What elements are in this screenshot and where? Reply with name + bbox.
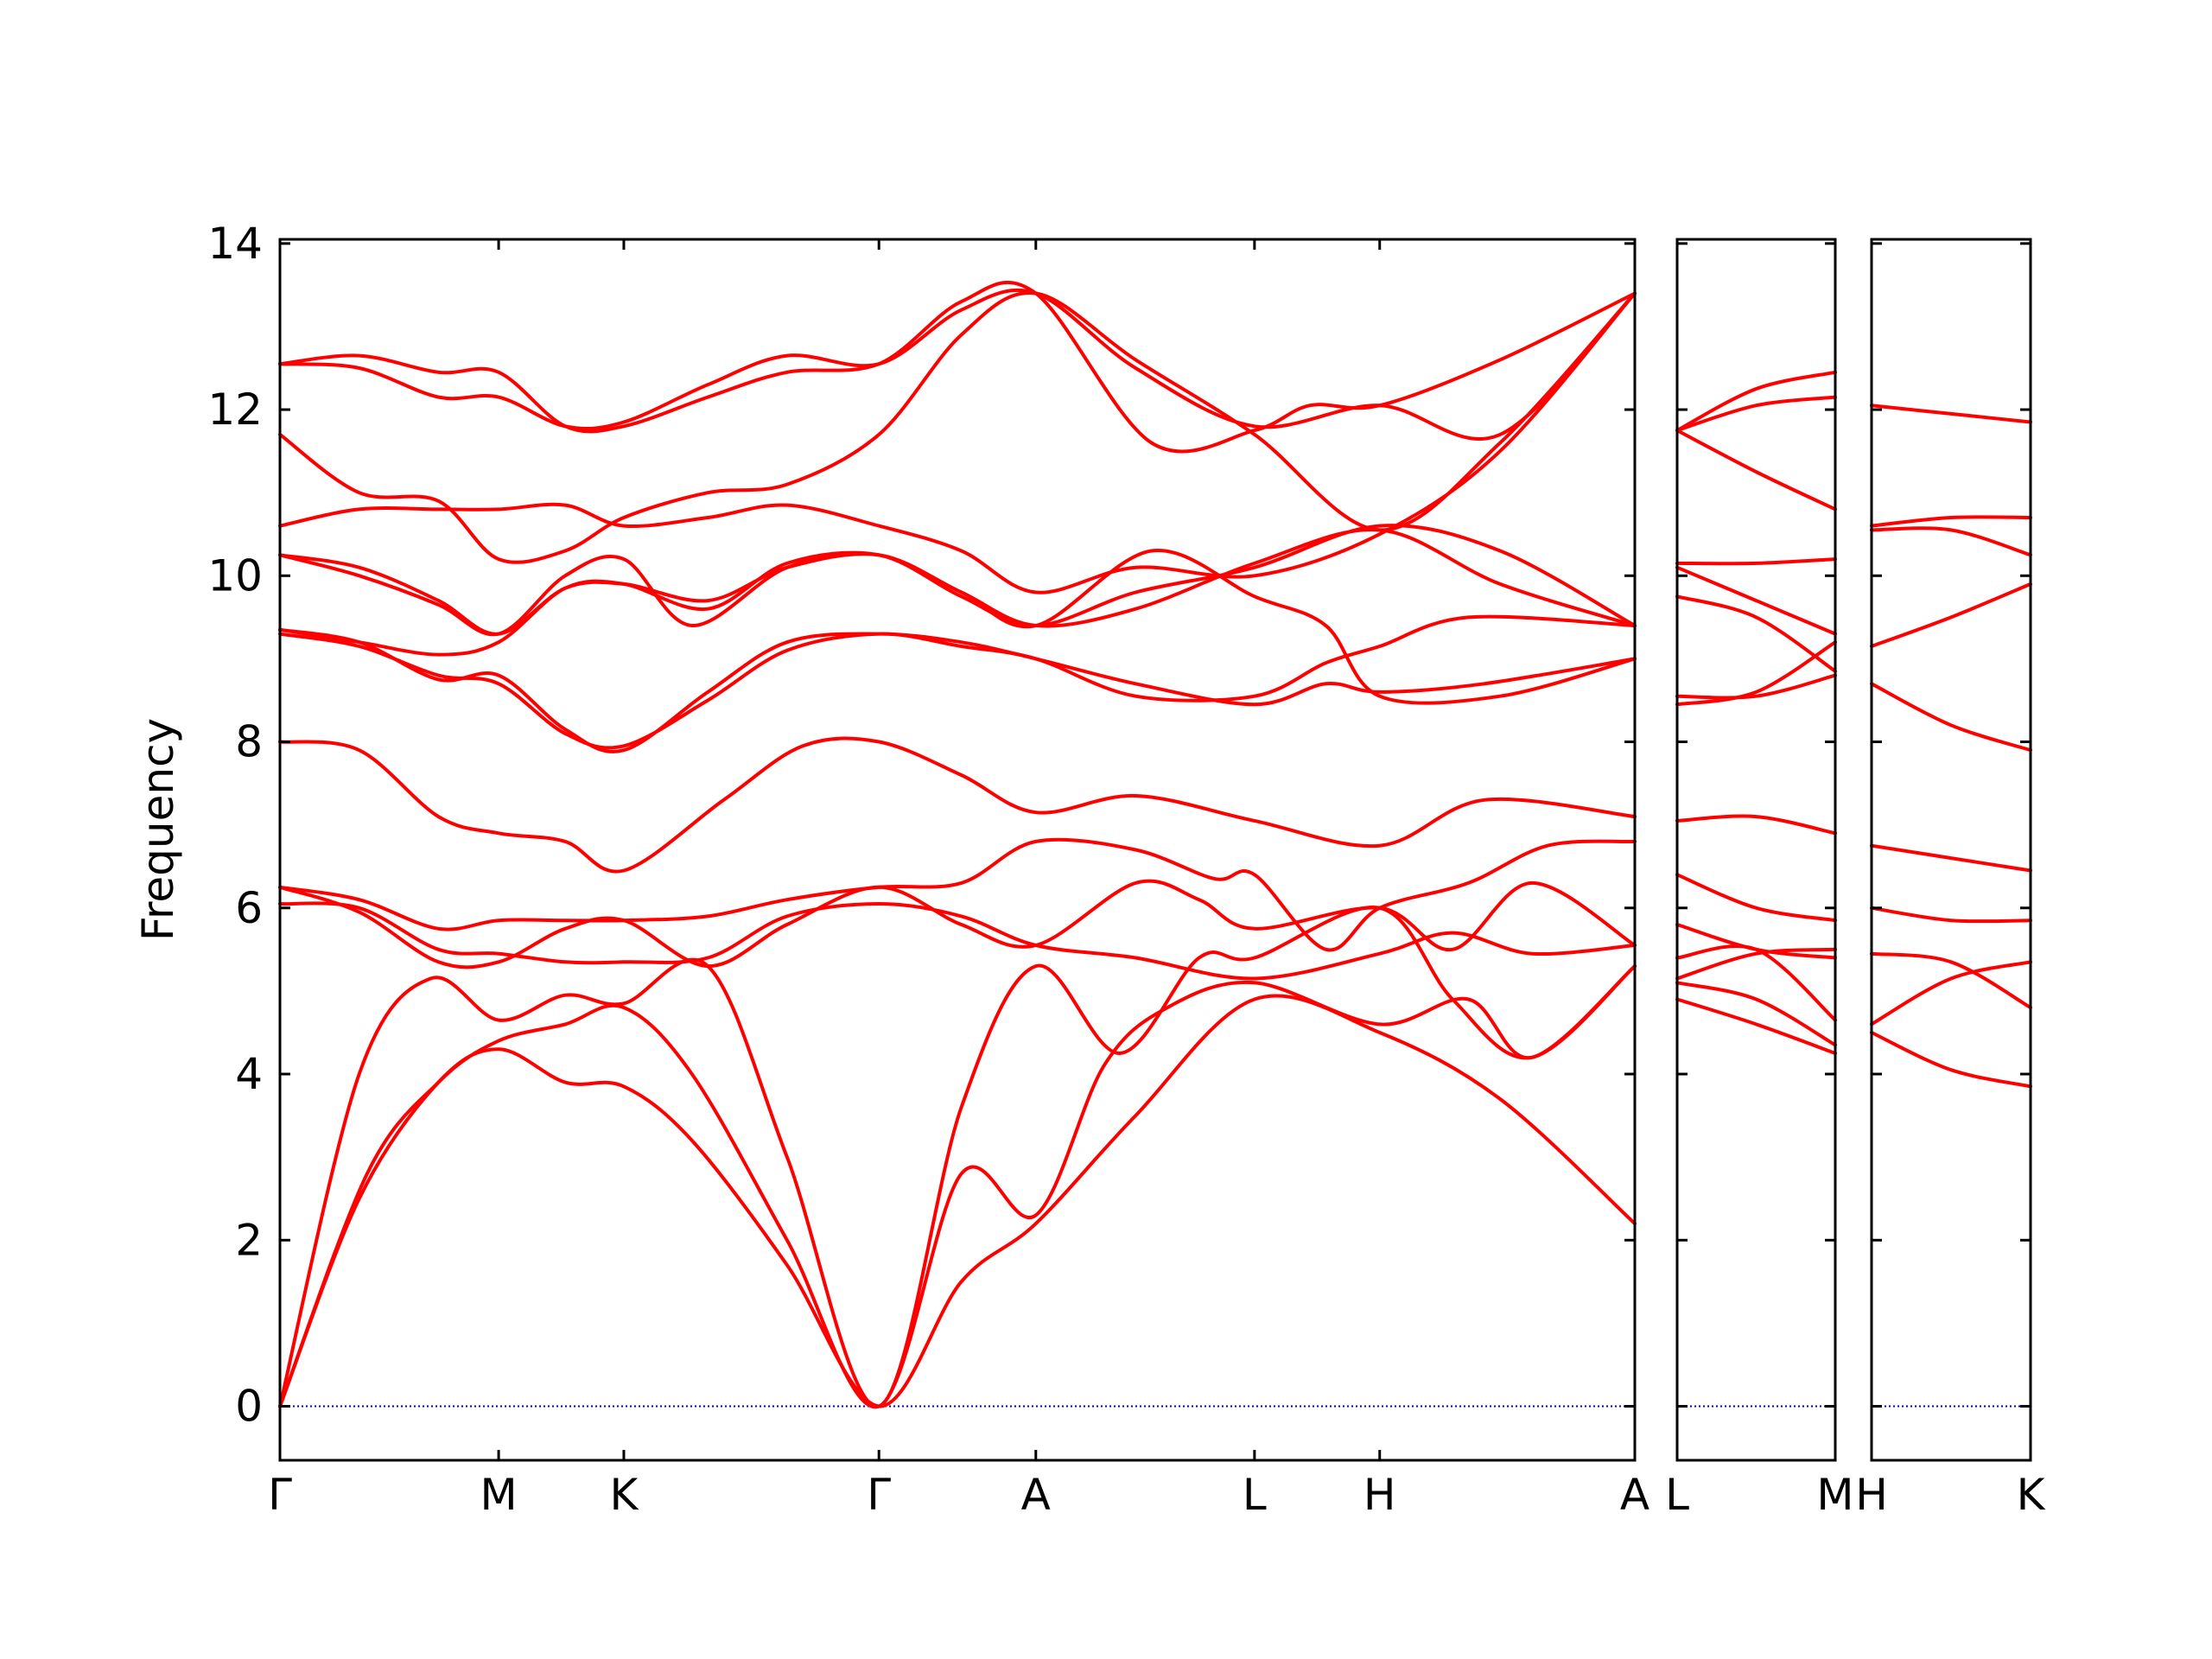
band-line [1675,923,1837,960]
band-line [1870,906,2032,924]
x-tick-label: H [1363,1470,1396,1520]
panel-frames [278,238,2032,1462]
band-line [278,964,1637,1409]
band-line [1675,981,1837,1047]
y-tick-label: 12 [207,385,263,435]
y-tick-label: 8 [235,717,263,767]
y-tick-label: 2 [235,1215,263,1265]
x-tick-label: M [480,1470,518,1520]
band-line [1870,404,2032,424]
y-tick-label: 0 [235,1382,263,1432]
band-line [278,736,1637,874]
band-line [1870,843,2032,873]
y-tick-label: 14 [207,219,263,269]
panel-frame [1870,238,2032,1462]
band-line [1675,814,1837,836]
band-line [1675,565,1837,636]
band-line [278,280,1637,454]
y-axis-title: Frequency [133,718,183,941]
band-line [1870,526,2032,557]
x-tick-label: M [1816,1470,1853,1520]
band-line [1870,682,2032,753]
band-line [1675,873,1837,923]
band-line [1870,951,2032,1010]
x-tick-label: K [2017,1470,2046,1520]
band-line [1675,594,1837,673]
y-tick-label: 10 [207,550,263,601]
y-tick-label: 4 [235,1049,263,1099]
x-tick-label: A [1021,1470,1051,1520]
x-tick-label: L [1243,1470,1267,1520]
band-line [278,879,1637,969]
band-line [278,901,1637,981]
band-line [1675,429,1837,512]
band-line [278,906,1637,1408]
band-line [1675,673,1837,700]
y-tick-label: 6 [235,883,263,933]
band-line [278,627,1637,753]
tick-marks [278,239,2032,1460]
band-line [1870,515,2032,528]
band-line [1870,582,2032,648]
band-line [1675,997,1837,1055]
band-line [278,549,1637,705]
band-line [1675,395,1837,433]
x-tick-label: Γ [867,1470,891,1520]
x-tick-label: Γ [268,1470,292,1520]
band-line [278,291,1637,594]
band-line [1675,947,1837,981]
band-line [1870,960,2032,1027]
x-tick-label: K [610,1470,639,1520]
panel-frame [1675,238,1837,1462]
band-line [278,288,1637,441]
x-tick-label: A [1620,1470,1649,1520]
band-line [278,837,1637,952]
band-line [1675,640,1837,707]
x-tick-label: H [1855,1470,1888,1520]
band-line [1675,370,1837,433]
band-line [1870,1031,2032,1089]
band-line [1675,557,1837,566]
band-line [278,290,1637,564]
x-tick-label: L [1665,1470,1689,1520]
band-line [278,994,1637,1408]
panel-frame [278,238,1637,1462]
band-lines [278,280,2032,1409]
band-line [278,614,1637,750]
